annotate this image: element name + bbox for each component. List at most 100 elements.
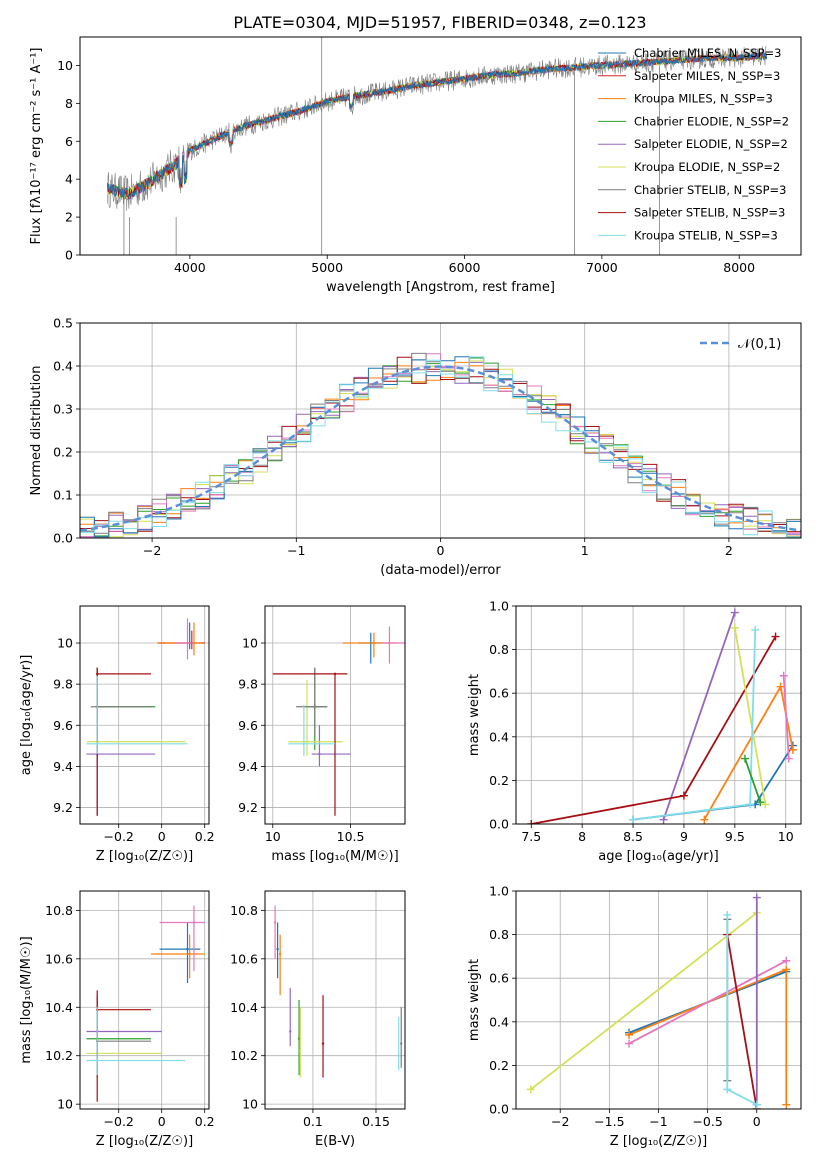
y-tick-label: 10.8: [45, 903, 73, 918]
data-point: [321, 1042, 325, 1045]
axes-frame: [264, 890, 406, 1110]
x-axis-label: Z [log₁₀(Z/Z☉)]: [96, 1134, 193, 1149]
y-tick-label: 0.4: [53, 359, 73, 374]
y-axis-label: mass weight: [467, 959, 482, 1041]
y-tick-label: 0.4: [489, 1014, 509, 1029]
x-tick-label: 6000: [449, 260, 481, 275]
y-tick-label: 0.2: [489, 773, 509, 788]
x-tick-label: 0: [158, 829, 166, 844]
marker-plus: [752, 1100, 761, 1109]
marker-plus: [527, 820, 536, 824]
y-tick-label: 10: [57, 636, 73, 651]
data-point: [397, 1054, 400, 1057]
legend-entry: Kroupa ELODIE, N_SSP=2: [634, 160, 780, 174]
y-tick-label: 9.4: [53, 759, 73, 774]
legend-entry: Salpeter ELODIE, N_SSP=2: [634, 137, 788, 151]
axes-frame: [79, 890, 210, 1110]
x-tick-label: 0.1: [303, 1114, 323, 1129]
y-tick-label: 0.6: [489, 971, 509, 986]
y-tick-label: 9.6: [238, 718, 258, 733]
y-tick-label: 0.2: [53, 445, 73, 460]
data-point: [276, 947, 279, 951]
x-tick-label: −2: [143, 543, 161, 558]
axes-frame: [79, 605, 210, 825]
data-point: [400, 1042, 403, 1045]
series-line-5: [733, 627, 767, 805]
x-tick-label: 0.2: [195, 1114, 215, 1129]
plot-area: [526, 893, 791, 1109]
x-tick-label: 0: [753, 1114, 761, 1129]
marker-plus: [730, 623, 739, 632]
x-tick-label: −2: [551, 1114, 569, 1129]
x-tick-label: −1: [287, 543, 305, 558]
x-axis-label: age [log₁₀(age/yr)]: [598, 849, 719, 864]
marker-plus: [782, 956, 791, 965]
series-line-7: [531, 636, 777, 824]
x-tick-label: −0.5: [692, 1114, 722, 1129]
legend: 𝒩(0,1): [700, 337, 781, 352]
x-tick-label: 8: [578, 829, 586, 844]
data-point: [297, 1037, 301, 1040]
marker-plus: [776, 682, 785, 691]
marker-plus: [526, 1085, 535, 1094]
x-tick-label: 2: [725, 543, 733, 558]
data-point: [273, 921, 277, 924]
marker-plus: [723, 910, 732, 919]
chart-mass_vs_Z: −0.2 0 0.2 10 10.2 10.4 10.6 10.8 Z [log₁₀(Z/Z☉)…: [19, 890, 215, 1149]
x-tick-label: 8.5: [623, 829, 643, 844]
marker-plus: [723, 1085, 732, 1094]
plot-area: [86, 618, 205, 816]
series-line-9: [782, 675, 790, 759]
x-tick-label: 7000: [586, 260, 618, 275]
marker-plus: [746, 800, 755, 809]
legend-entry: Chabrier MILES, N_SSP=3: [634, 46, 781, 60]
x-tick-label: 0.2: [195, 829, 215, 844]
series-line-3: [744, 758, 762, 803]
series-line-9: [628, 960, 787, 1045]
marker-plus: [782, 1100, 791, 1109]
x-tick-label: 8000: [723, 260, 755, 275]
chart-massweight_vs_Z: −2 −1.5 −1 −0.5 0 0.0 0.2 0.4 0.6 0.8 1.0 Z [log₁₀(…: [467, 884, 802, 1149]
x-tick-label: 0.15: [362, 1114, 390, 1129]
x-tick-label: 0: [158, 1114, 166, 1129]
series-line-8: [726, 915, 758, 1106]
x-axis-label: (data-model)/error: [380, 563, 501, 578]
legend-entry: Chabrier STELIB, N_SSP=3: [634, 183, 786, 197]
y-tick-label: 4: [65, 172, 73, 187]
axes-frame: [515, 890, 802, 1110]
y-tick-label: 1.0: [489, 884, 509, 899]
plot-area: [80, 352, 801, 538]
x-tick-label: 1: [581, 543, 589, 558]
y-tick-label: 0.0: [489, 1102, 509, 1117]
data-point: [188, 952, 191, 956]
data-point: [313, 705, 316, 708]
marker-plus: [741, 754, 750, 763]
data-point: [192, 921, 196, 924]
y-tick-label: 10.6: [45, 951, 73, 966]
x-tick-label: −0.2: [104, 1114, 134, 1129]
y-tick-label: 9.8: [53, 677, 73, 692]
marker-plus: [700, 815, 709, 824]
y-tick-label: 2: [65, 210, 73, 225]
legend-entry: Chabrier ELODIE, N_SSP=2: [634, 114, 789, 128]
legend-entry: Kroupa MILES, N_SSP=3: [634, 92, 773, 106]
y-tick-label: 0.2: [489, 1058, 509, 1073]
series-line-4: [662, 612, 736, 820]
data-point: [388, 641, 391, 645]
data-point: [96, 742, 99, 745]
legend-entry: Salpeter MILES, N_SSP=3: [634, 69, 780, 83]
marker-plus: [782, 965, 791, 974]
y-tick-label: 0.0: [489, 817, 509, 832]
y-axis-label: Normed distribution: [29, 366, 44, 496]
y-tick-label: 0.5: [53, 316, 73, 331]
legend-entry: 𝒩(0,1): [738, 337, 781, 352]
x-tick-label: 5000: [311, 260, 343, 275]
x-tick-label: −0.2: [104, 829, 134, 844]
x-tick-label: 9.5: [725, 829, 745, 844]
chart-massweight_vs_age: 7.5 8 8.5 9 9.5 10 0.0 0.2 0.4 0.6 0.8 1.0 age [log₁…: [467, 599, 802, 864]
axes-frame: [264, 605, 406, 825]
data-point: [96, 1059, 99, 1062]
data-point: [302, 742, 306, 745]
marker-plus: [730, 608, 739, 617]
data-point: [289, 1030, 292, 1033]
